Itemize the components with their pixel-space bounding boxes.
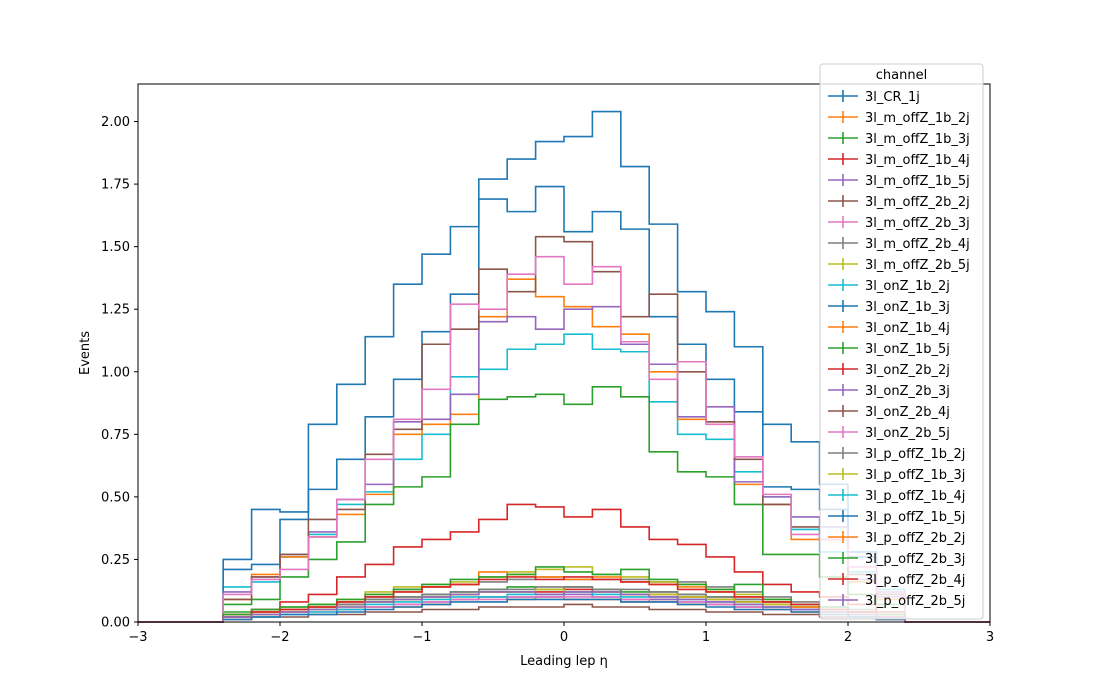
legend-title: channel xyxy=(876,68,927,83)
legend-label: 3l_onZ_1b_2j xyxy=(865,279,950,294)
y-tick-label: 0.75 xyxy=(101,428,130,443)
legend-label: 3l_m_offZ_1b_5j xyxy=(865,174,970,189)
legend-label: 3l_p_offZ_2b_2j xyxy=(865,531,965,546)
x-tick-label: −3 xyxy=(128,630,147,645)
y-tick-label: 0.25 xyxy=(101,553,130,568)
x-tick-label: 0 xyxy=(560,630,568,645)
legend-label: 3l_m_offZ_2b_4j xyxy=(865,237,970,252)
legend-label: 3l_m_offZ_2b_3j xyxy=(865,216,970,231)
x-tick-label: −2 xyxy=(270,630,289,645)
legend-item: 3l_p_offZ_2b_4j xyxy=(828,573,965,588)
legend-item: 3l_onZ_1b_4j xyxy=(828,321,950,336)
legend-label: 3l_onZ_2b_5j xyxy=(865,426,950,441)
y-tick-label: 1.00 xyxy=(101,365,130,380)
legend-item: 3l_p_offZ_2b_3j xyxy=(828,552,965,567)
legend-label: 3l_onZ_1b_4j xyxy=(865,321,950,336)
y-axis-label: Events xyxy=(78,331,93,375)
x-tick-label: 3 xyxy=(986,630,994,645)
y-tick-label: 1.75 xyxy=(101,178,130,193)
legend-item: 3l_onZ_2b_4j xyxy=(828,405,950,420)
legend-item: 3l_m_offZ_2b_2j xyxy=(828,195,970,210)
legend-label: 3l_onZ_2b_2j xyxy=(865,363,950,378)
legend-label: 3l_onZ_2b_3j xyxy=(865,384,950,399)
legend-label: 3l_p_offZ_1b_2j xyxy=(865,447,965,462)
legend-label: 3l_onZ_2b_4j xyxy=(865,405,950,420)
y-axis: 0.00 0.25 0.50 0.75 1.00 1.25 1.50 1.75 2.00 xyxy=(101,115,138,631)
legend-label: 3l_m_offZ_2b_2j xyxy=(865,195,970,210)
legend-item: 3l_onZ_1b_5j xyxy=(828,342,950,357)
legend-item: 3l_m_offZ_1b_2j xyxy=(828,111,970,126)
legend-item: 3l_m_offZ_2b_3j xyxy=(828,216,970,231)
y-tick-label: 0.00 xyxy=(101,616,130,631)
legend-label: 3l_m_offZ_1b_4j xyxy=(865,153,970,168)
legend-label: 3l_onZ_1b_5j xyxy=(865,342,950,357)
legend-item: 3l_onZ_1b_2j xyxy=(828,279,950,294)
legend-label: 3l_m_offZ_2b_5j xyxy=(865,258,970,273)
legend-item: 3l_CR_1j xyxy=(828,90,920,105)
y-tick-label: 1.50 xyxy=(101,240,130,255)
legend-item: 3l_m_offZ_1b_3j xyxy=(828,132,970,147)
legend-label: 3l_p_offZ_1b_3j xyxy=(865,468,965,483)
legend-box xyxy=(819,63,984,620)
legend-label: 3l_onZ_1b_3j xyxy=(865,300,950,315)
legend-label: 3l_m_offZ_1b_3j xyxy=(865,132,970,147)
x-axis-label: Leading lep η xyxy=(520,654,608,669)
legend-label: 3l_p_offZ_1b_5j xyxy=(865,510,965,525)
legend-item: 3l_m_offZ_1b_4j xyxy=(828,153,970,168)
x-tick-label: 2 xyxy=(844,630,852,645)
legend-label: 3l_CR_1j xyxy=(865,90,920,105)
legend-label: 3l_p_offZ_2b_5j xyxy=(865,594,965,609)
legend-item: 3l_m_offZ_2b_5j xyxy=(828,258,970,273)
legend-item: 3l_onZ_2b_5j xyxy=(828,426,950,441)
y-tick-label: 2.00 xyxy=(101,115,130,130)
y-tick-label: 0.50 xyxy=(101,490,130,505)
x-tick-label: −1 xyxy=(412,630,431,645)
legend-label: 3l_p_offZ_1b_4j xyxy=(865,489,965,504)
legend-item: 3l_m_offZ_2b_4j xyxy=(828,237,970,252)
y-tick-label: 1.25 xyxy=(101,303,130,318)
legend-item: 3l_onZ_2b_3j xyxy=(828,384,950,399)
legend-item: 3l_p_offZ_2b_5j xyxy=(828,594,965,609)
legend: channel 3l_CR_1j 3l_m_offZ_1b_2j 3l_m_offZ_… xyxy=(819,63,984,620)
legend-label: 3l_m_offZ_1b_2j xyxy=(865,111,970,126)
legend-item: 3l_onZ_1b_3j xyxy=(828,300,950,315)
legend-item: 3l_m_offZ_1b_5j xyxy=(828,174,970,189)
x-axis: −3 −2 −1 0 1 2 3 xyxy=(128,622,994,645)
legend-item: 3l_p_offZ_2b_2j xyxy=(828,531,965,546)
legend-item: 3l_p_offZ_1b_5j xyxy=(828,510,965,525)
legend-label: 3l_p_offZ_2b_3j xyxy=(865,552,965,567)
legend-label: 3l_p_offZ_2b_4j xyxy=(865,573,965,588)
x-tick-label: 1 xyxy=(702,630,710,645)
legend-item: 3l_p_offZ_1b_3j xyxy=(828,468,965,483)
legend-item: 3l_p_offZ_1b_4j xyxy=(828,489,965,504)
legend-item: 3l_p_offZ_1b_2j xyxy=(828,447,965,462)
legend-item: 3l_onZ_2b_2j xyxy=(828,363,950,378)
